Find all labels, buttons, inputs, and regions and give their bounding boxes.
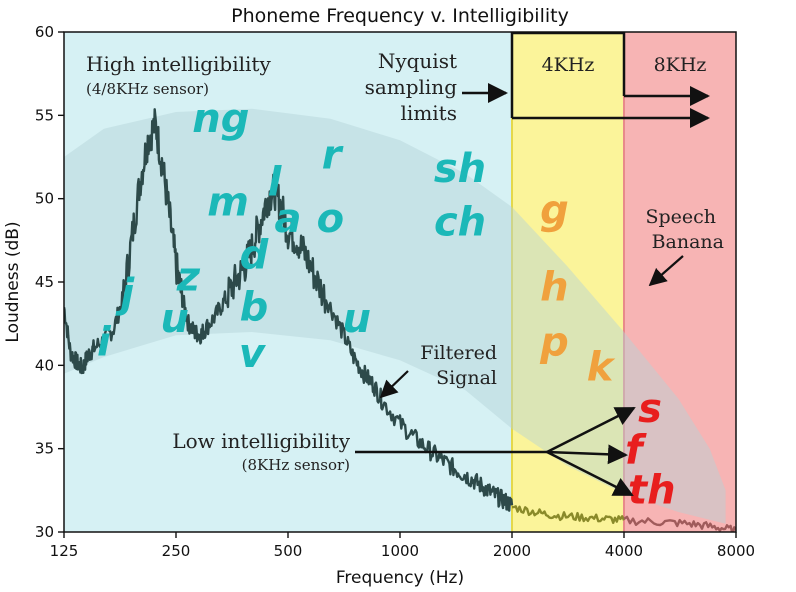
speech-banana bbox=[64, 108, 726, 524]
phoneme-k-19: k bbox=[587, 344, 616, 390]
phoneme-i-14: i bbox=[97, 319, 112, 365]
phoneme-j-10: j bbox=[114, 271, 135, 317]
y-tick-label-60: 60 bbox=[35, 23, 54, 41]
speech-banana-label-2: Banana bbox=[652, 231, 724, 253]
phoneme-th-22: th bbox=[628, 468, 676, 514]
low-intelligibility-label: Low intelligibility bbox=[172, 429, 350, 453]
phoneme-s-20: s bbox=[638, 386, 662, 432]
x-tick-label-8000: 8000 bbox=[717, 542, 755, 560]
region-high-intelligibility bbox=[64, 32, 512, 532]
signal-series-1 bbox=[511, 505, 626, 524]
low-intelligibility-sublabel: (8KHz sensor) bbox=[242, 456, 350, 474]
phoneme-p-18: p bbox=[539, 319, 569, 365]
y-tick-label-50: 50 bbox=[35, 190, 54, 208]
y-axis-label: Loudness (dB) bbox=[3, 221, 23, 342]
high-intelligibility-sublabel: (4/8KHz sensor) bbox=[86, 80, 209, 98]
phoneme-m-3: m bbox=[207, 179, 249, 225]
phoneme-ng-0: ng bbox=[192, 96, 249, 142]
phoneme-sh-6: sh bbox=[434, 146, 486, 192]
signal-series-2 bbox=[623, 515, 736, 532]
x-tick-label-2000: 2000 bbox=[493, 542, 531, 560]
f-arrow bbox=[546, 444, 628, 465]
phoneme-u-13: u bbox=[342, 296, 370, 342]
phoneme-ch-7: ch bbox=[434, 199, 486, 245]
y-tick-label-40: 40 bbox=[35, 356, 54, 374]
region-8khz bbox=[624, 32, 736, 532]
phoneme-r-1: r bbox=[322, 133, 344, 179]
phoneme-d-8: d bbox=[240, 233, 269, 279]
nyquist-label-2: sampling bbox=[365, 75, 458, 99]
x-tick-label-125: 125 bbox=[50, 542, 79, 560]
phoneme-z-9: z bbox=[176, 254, 201, 300]
phoneme-f-21: f bbox=[625, 428, 647, 474]
phoneme-v-15: v bbox=[239, 331, 267, 377]
filtered-signal-label-2: Signal bbox=[436, 367, 497, 389]
signal-series-0 bbox=[64, 108, 514, 512]
s-arrow bbox=[546, 406, 636, 454]
y-tick-label-35: 35 bbox=[35, 440, 54, 458]
x-tick-label-250: 250 bbox=[162, 542, 191, 560]
filtered-signal-label-1: Filtered bbox=[420, 342, 497, 364]
nyquist-box bbox=[510, 31, 626, 118]
y-tick-label-55: 55 bbox=[35, 106, 54, 124]
y-tick-label-45: 45 bbox=[35, 273, 54, 291]
x-tick-label-1000: 1000 bbox=[381, 542, 419, 560]
high-intelligibility-label: High intelligibility bbox=[86, 52, 271, 76]
band-8khz-label: 8KHz bbox=[654, 54, 707, 76]
band-4khz-label: 4KHz bbox=[542, 54, 595, 76]
speech-banana-label-1: Speech bbox=[645, 206, 716, 228]
chart-title: Phoneme Frequency v. Intelligibility bbox=[231, 5, 569, 27]
region-4khz bbox=[512, 32, 624, 532]
th-arrow bbox=[546, 450, 634, 497]
x-axis-label: Frequency (Hz) bbox=[336, 568, 464, 588]
x-tick-label-4000: 4000 bbox=[605, 542, 643, 560]
x-tick-label-500: 500 bbox=[274, 542, 303, 560]
nyquist-label-1: Nyquist bbox=[378, 49, 457, 73]
nyquist-label-3: limits bbox=[401, 101, 457, 125]
phoneme-a-4: a bbox=[275, 196, 302, 242]
phoneme-o-5: o bbox=[317, 196, 344, 242]
phoneme-u-12: u bbox=[160, 296, 188, 342]
filtered-arrow bbox=[379, 370, 409, 399]
y-tick-label-30: 30 bbox=[35, 523, 54, 541]
banana-arrow bbox=[648, 255, 684, 287]
phoneme-b-11: b bbox=[240, 284, 269, 330]
phoneme-h-17: h bbox=[540, 264, 568, 310]
phoneme-l-2: l bbox=[268, 159, 283, 205]
phoneme-g-16: g bbox=[540, 188, 569, 234]
